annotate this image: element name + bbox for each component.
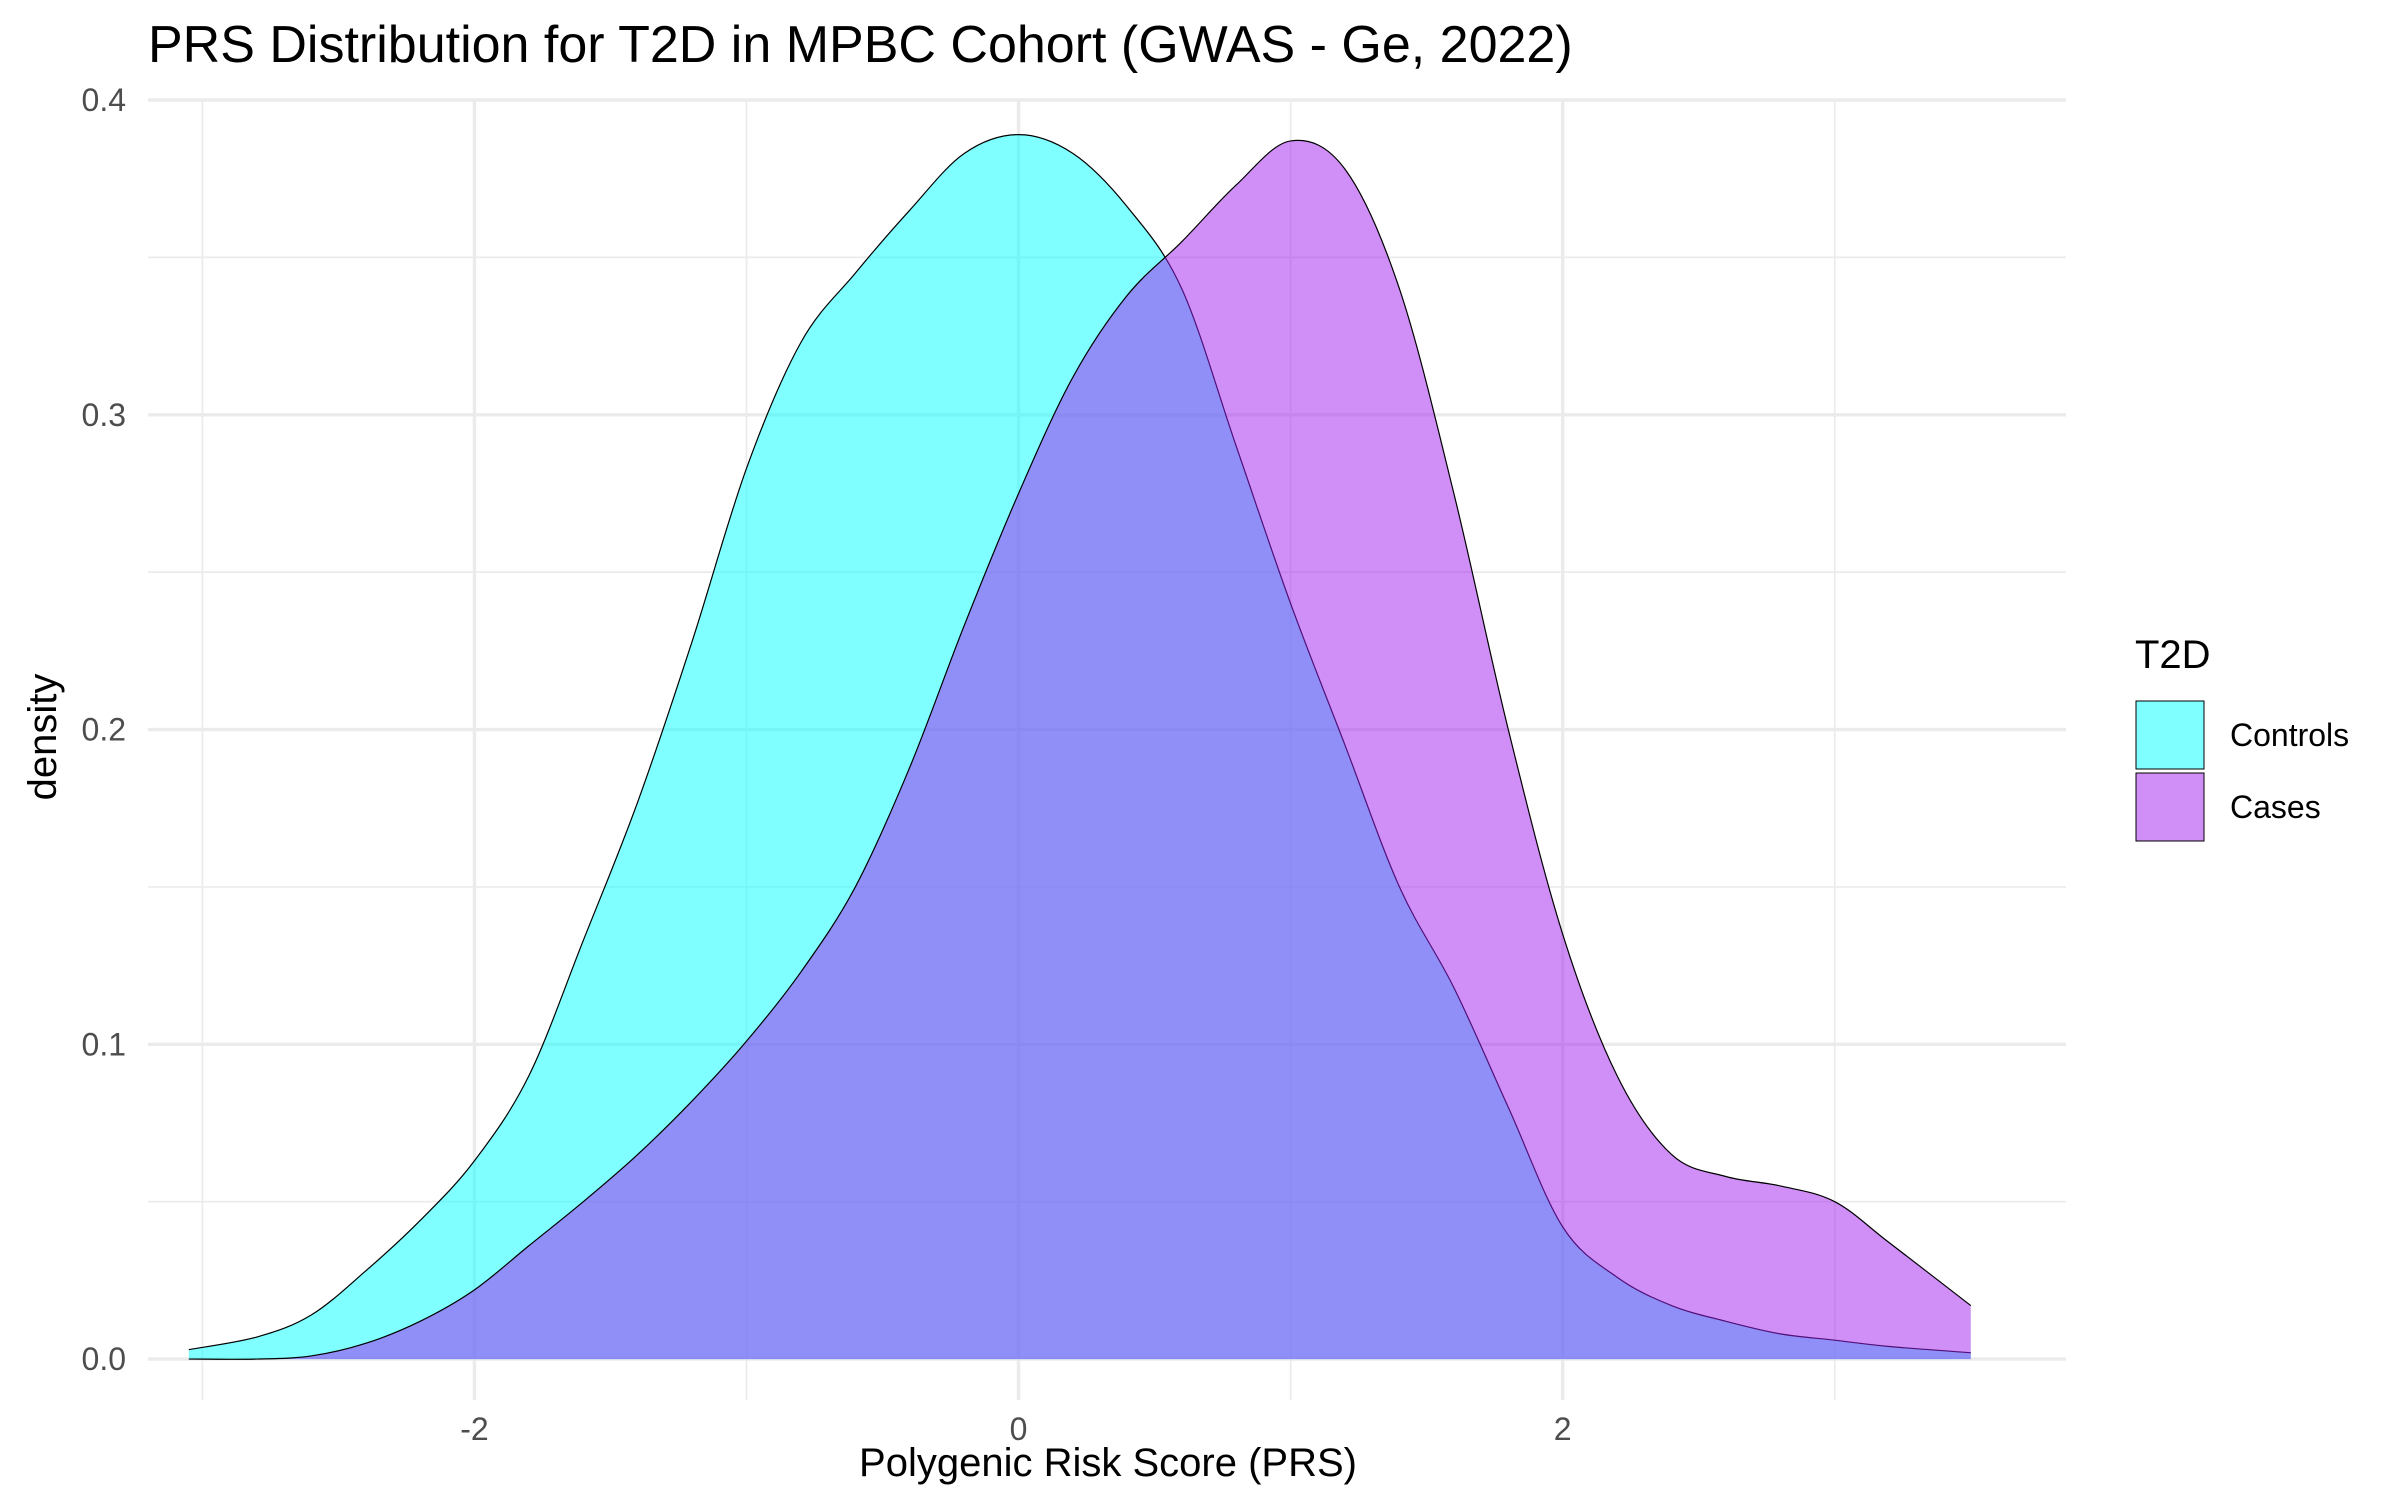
legend-swatch-cases	[2135, 772, 2205, 842]
y-tick-label: 0.1	[82, 1026, 126, 1062]
y-tick-label: 0.4	[82, 82, 126, 118]
x-axis-title: Polygenic Risk Score (PRS)	[859, 1441, 1357, 1485]
y-axis-title: density	[21, 674, 65, 801]
legend-title: T2D	[2135, 633, 2211, 677]
legend-label-controls: Controls	[2230, 717, 2349, 753]
density-area-cases	[188, 140, 1971, 1360]
density-areas	[188, 134, 1972, 1360]
tick-labels: -2 0 2 0.0 0.1 0.2 0.3 0.4	[82, 82, 1572, 1447]
x-tick-label: 2	[1554, 1411, 1572, 1447]
chart-title: PRS Distribution for T2D in MPBC Cohort …	[148, 16, 1573, 74]
y-tick-label: 0.3	[82, 397, 126, 433]
legend-swatch-controls	[2135, 700, 2205, 770]
x-tick-label: -2	[460, 1411, 488, 1447]
y-tick-label: 0.2	[82, 712, 126, 748]
legend-label-cases: Cases	[2230, 789, 2321, 825]
x-tick-label: 0	[1010, 1411, 1028, 1447]
density-line-cases	[188, 139, 1972, 1360]
y-tick-label: 0.0	[82, 1341, 126, 1377]
legend: T2D Controls Cases	[2134, 633, 2349, 843]
